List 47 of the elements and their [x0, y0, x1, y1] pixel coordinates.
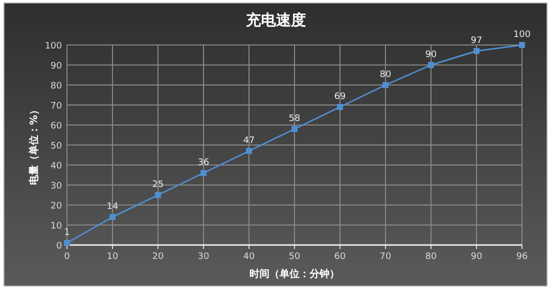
chart-title: 充电速度: [245, 11, 306, 29]
point: [155, 192, 161, 198]
y-tick-label: 80: [50, 82, 62, 92]
data-label: 97: [470, 36, 482, 46]
x-tick-label: 90: [470, 252, 482, 262]
point: [200, 170, 206, 176]
y-tick-label: 60: [50, 122, 62, 132]
y-tick-label: 20: [50, 202, 62, 212]
point: [382, 82, 388, 88]
point: [110, 214, 116, 220]
point: [519, 42, 525, 48]
data-label: 58: [288, 114, 300, 124]
x-tick-label: 20: [152, 252, 164, 262]
point: [246, 148, 252, 154]
data-label: 80: [380, 70, 392, 80]
x-tick-label: 60: [334, 252, 346, 262]
y-tick-label: 70: [50, 102, 62, 112]
y-tick-label: 90: [50, 62, 62, 72]
data-label: 90: [425, 50, 437, 60]
x-tick-label: 30: [198, 252, 210, 262]
data-label: 69: [334, 92, 346, 102]
point: [428, 62, 434, 68]
data-label: 25: [152, 180, 164, 190]
y-axis-title: 电量（单位：%）: [28, 104, 40, 186]
x-tick-label: 96: [516, 252, 528, 262]
y-tick-label: 50: [50, 142, 62, 152]
x-axis-title: 时间（单位：分钟）: [250, 268, 340, 280]
y-tick-label: 30: [50, 182, 62, 192]
point: [292, 126, 298, 132]
data-label: 1: [64, 228, 70, 238]
x-tick-label: 0: [64, 252, 70, 262]
x-tick-label: 70: [380, 252, 392, 262]
x-tick-label: 40: [243, 252, 255, 262]
x-tick-label: 80: [425, 252, 437, 262]
x-tick-label: 50: [288, 252, 300, 262]
y-tick-label: 100: [44, 42, 62, 52]
data-label: 14: [106, 202, 118, 212]
x-tick-label: 10: [106, 252, 118, 262]
point: [337, 104, 343, 110]
y-tick-label: 10: [50, 222, 62, 232]
data-label: 36: [198, 158, 210, 168]
data-label: 47: [243, 136, 255, 146]
data-label: 100: [513, 30, 531, 40]
y-tick-label: 0: [56, 242, 62, 252]
point: [474, 48, 480, 54]
point: [64, 240, 70, 246]
y-tick-label: 40: [50, 162, 62, 172]
